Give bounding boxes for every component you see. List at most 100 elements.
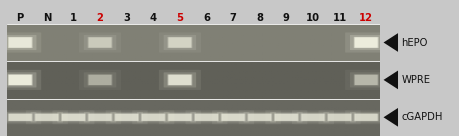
FancyBboxPatch shape xyxy=(349,112,381,123)
FancyBboxPatch shape xyxy=(194,113,218,121)
FancyBboxPatch shape xyxy=(88,37,112,48)
FancyBboxPatch shape xyxy=(353,113,378,121)
FancyBboxPatch shape xyxy=(220,113,245,121)
FancyBboxPatch shape xyxy=(9,37,32,48)
Text: 2: 2 xyxy=(96,13,103,23)
Text: 6: 6 xyxy=(202,13,210,23)
FancyBboxPatch shape xyxy=(212,110,253,124)
FancyBboxPatch shape xyxy=(35,114,58,121)
FancyBboxPatch shape xyxy=(84,72,116,87)
FancyBboxPatch shape xyxy=(89,37,111,48)
FancyBboxPatch shape xyxy=(354,114,377,121)
FancyBboxPatch shape xyxy=(353,37,378,48)
FancyBboxPatch shape xyxy=(88,113,112,121)
FancyBboxPatch shape xyxy=(163,72,196,87)
FancyBboxPatch shape xyxy=(344,33,386,52)
FancyBboxPatch shape xyxy=(349,72,381,87)
FancyBboxPatch shape xyxy=(0,70,41,90)
FancyBboxPatch shape xyxy=(62,114,85,121)
FancyBboxPatch shape xyxy=(195,114,218,121)
FancyBboxPatch shape xyxy=(9,75,32,85)
FancyBboxPatch shape xyxy=(349,35,381,50)
Text: 12: 12 xyxy=(358,13,372,23)
Polygon shape xyxy=(383,71,397,89)
FancyBboxPatch shape xyxy=(300,113,325,121)
FancyBboxPatch shape xyxy=(9,114,32,121)
FancyBboxPatch shape xyxy=(8,113,33,121)
Text: 1: 1 xyxy=(70,13,77,23)
FancyBboxPatch shape xyxy=(79,33,121,52)
FancyBboxPatch shape xyxy=(248,114,271,121)
FancyBboxPatch shape xyxy=(137,112,169,123)
FancyBboxPatch shape xyxy=(168,114,191,121)
FancyBboxPatch shape xyxy=(167,113,192,121)
Text: N: N xyxy=(43,13,51,23)
FancyBboxPatch shape xyxy=(265,110,307,124)
FancyBboxPatch shape xyxy=(0,33,41,52)
FancyBboxPatch shape xyxy=(216,112,249,123)
FancyBboxPatch shape xyxy=(88,74,112,86)
FancyBboxPatch shape xyxy=(354,37,377,48)
FancyBboxPatch shape xyxy=(4,112,36,123)
FancyBboxPatch shape xyxy=(167,37,192,48)
FancyBboxPatch shape xyxy=(34,113,59,121)
FancyBboxPatch shape xyxy=(61,113,86,121)
FancyBboxPatch shape xyxy=(141,114,164,121)
FancyBboxPatch shape xyxy=(4,35,36,50)
Text: 7: 7 xyxy=(229,13,236,23)
Polygon shape xyxy=(383,33,397,52)
Polygon shape xyxy=(383,108,397,127)
FancyBboxPatch shape xyxy=(168,75,191,85)
Text: 4: 4 xyxy=(149,13,157,23)
FancyBboxPatch shape xyxy=(344,110,386,124)
FancyBboxPatch shape xyxy=(353,74,378,86)
FancyBboxPatch shape xyxy=(52,110,94,124)
FancyBboxPatch shape xyxy=(132,110,174,124)
FancyBboxPatch shape xyxy=(8,74,33,86)
FancyBboxPatch shape xyxy=(269,112,302,123)
FancyBboxPatch shape xyxy=(57,112,90,123)
FancyBboxPatch shape xyxy=(190,112,222,123)
FancyBboxPatch shape xyxy=(167,74,192,86)
FancyBboxPatch shape xyxy=(327,114,350,121)
FancyBboxPatch shape xyxy=(0,110,41,124)
Text: 9: 9 xyxy=(282,13,289,23)
FancyBboxPatch shape xyxy=(238,110,280,124)
FancyBboxPatch shape xyxy=(4,72,36,87)
FancyBboxPatch shape xyxy=(274,113,298,121)
FancyBboxPatch shape xyxy=(296,112,329,123)
FancyBboxPatch shape xyxy=(301,114,324,121)
FancyBboxPatch shape xyxy=(115,114,138,121)
FancyBboxPatch shape xyxy=(8,37,33,48)
FancyBboxPatch shape xyxy=(185,110,227,124)
FancyBboxPatch shape xyxy=(163,112,196,123)
FancyBboxPatch shape xyxy=(221,114,244,121)
FancyBboxPatch shape xyxy=(114,113,139,121)
FancyBboxPatch shape xyxy=(26,110,67,124)
FancyBboxPatch shape xyxy=(89,75,111,85)
Text: 5: 5 xyxy=(176,13,183,23)
FancyBboxPatch shape xyxy=(243,112,275,123)
Text: cGAPDH: cGAPDH xyxy=(400,112,442,122)
FancyBboxPatch shape xyxy=(354,75,377,85)
FancyBboxPatch shape xyxy=(344,70,386,90)
Text: hEPO: hEPO xyxy=(400,38,427,47)
FancyBboxPatch shape xyxy=(89,114,111,121)
FancyBboxPatch shape xyxy=(318,110,360,124)
FancyBboxPatch shape xyxy=(30,112,63,123)
FancyBboxPatch shape xyxy=(79,110,121,124)
FancyBboxPatch shape xyxy=(84,35,116,50)
Text: 10: 10 xyxy=(305,13,319,23)
Text: P: P xyxy=(17,13,24,23)
Text: 8: 8 xyxy=(256,13,263,23)
Text: 11: 11 xyxy=(332,13,346,23)
FancyBboxPatch shape xyxy=(326,113,351,121)
FancyBboxPatch shape xyxy=(140,113,165,121)
FancyBboxPatch shape xyxy=(158,33,201,52)
FancyBboxPatch shape xyxy=(106,110,147,124)
FancyBboxPatch shape xyxy=(163,35,196,50)
Text: 3: 3 xyxy=(123,13,130,23)
FancyBboxPatch shape xyxy=(323,112,355,123)
FancyBboxPatch shape xyxy=(274,114,297,121)
FancyBboxPatch shape xyxy=(110,112,143,123)
